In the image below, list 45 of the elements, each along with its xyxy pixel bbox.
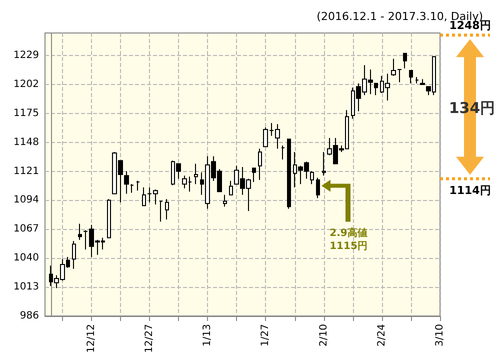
y-tick-label: 1175 — [14, 108, 39, 119]
y-tick-label: 1013 — [14, 282, 39, 293]
candlestick — [229, 180, 233, 196]
candlestick — [415, 76, 419, 84]
candlestick — [420, 78, 425, 85]
x-tick-label: 1/27 — [260, 324, 272, 346]
y-tick-label: 1094 — [14, 194, 39, 206]
candlestick — [310, 170, 314, 185]
x-tick-label: 2/10 — [318, 324, 330, 346]
annotation: 2.9高値 1115円 — [330, 226, 368, 252]
candlestick — [258, 148, 262, 180]
candlestick — [142, 186, 146, 206]
x-tick-label: 2/24 — [376, 324, 388, 346]
candlestick — [287, 138, 291, 210]
candlestick — [194, 163, 198, 185]
x-tick-label: 12/12 — [86, 324, 97, 353]
x-tick-label: 1/13 — [202, 324, 214, 346]
candlestick — [391, 58, 396, 76]
y-tick-label: 1202 — [14, 78, 39, 90]
candlestick — [107, 198, 111, 238]
candlestick — [130, 184, 134, 194]
x-tick-label: 12/27 — [144, 324, 156, 353]
y-tick-label: 1040 — [14, 252, 39, 264]
y-tick-label: 1121 — [14, 166, 39, 177]
candlestick — [223, 194, 227, 208]
y-tick-label: 1067 — [14, 224, 39, 235]
candlestick — [374, 82, 378, 96]
candlestick — [72, 240, 76, 270]
candlestick — [252, 168, 256, 183]
candlestick — [322, 151, 326, 176]
candlestick — [165, 198, 169, 220]
candlestick — [281, 145, 285, 160]
candlestick — [78, 223, 82, 240]
y-tick-label: 986 — [20, 310, 39, 322]
y-tick-label: 1229 — [14, 50, 39, 62]
candlestick — [403, 52, 407, 69]
candlestick — [124, 170, 129, 194]
candlestick — [409, 70, 413, 84]
candlestick — [159, 200, 163, 222]
candlestick — [397, 68, 402, 83]
candlestick — [316, 177, 320, 199]
x-tick-label: 3/10 — [434, 324, 446, 346]
y-tick-label: 1148 — [14, 136, 39, 148]
candlestick — [136, 180, 140, 192]
ref-line-label: 1114円 — [449, 184, 491, 197]
